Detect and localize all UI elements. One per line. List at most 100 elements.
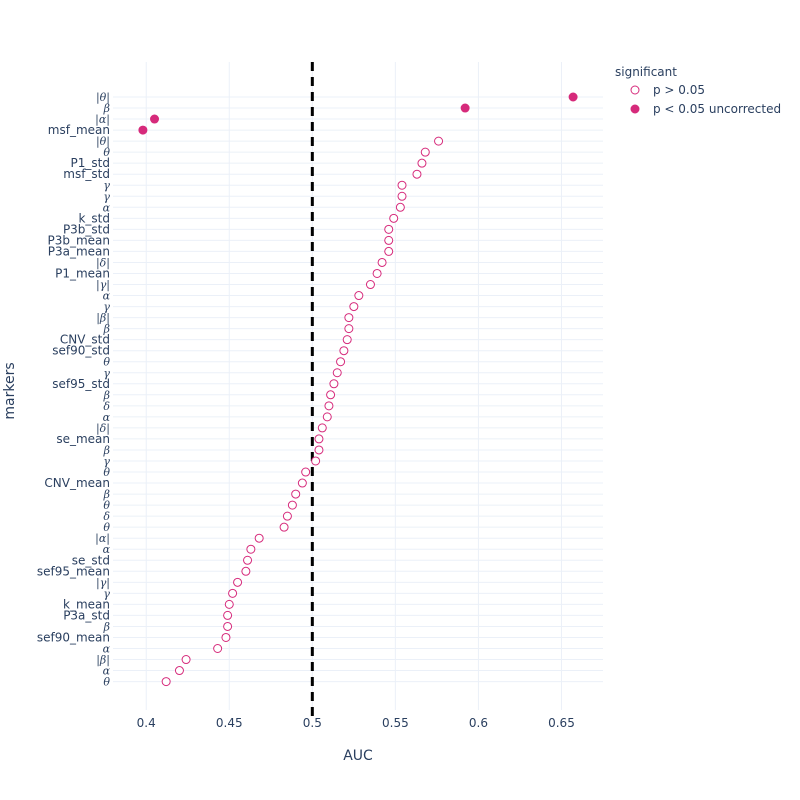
data-point (233, 577, 243, 587)
y-tick-label: β (103, 389, 110, 402)
data-point (336, 357, 346, 367)
y-tick-label: |β| (96, 654, 110, 668)
data-point (161, 677, 171, 687)
data-point (314, 434, 324, 444)
y-tick-label: |γ| (96, 576, 110, 590)
y-tick-label: |α| (95, 532, 110, 546)
y-tick-label: P3a_mean (48, 244, 110, 258)
y-tick-label: CNV_std (60, 333, 110, 347)
y-tick-label: δ (103, 400, 110, 413)
data-point (412, 169, 422, 179)
y-axis-tick-labels: |θ|β|α|msf_mean|θ|θP1_stdmsf_stdγγαk_std… (37, 91, 111, 689)
y-tick-label: se_std (72, 553, 110, 567)
y-tick-label: θ (103, 676, 110, 689)
y-tick-label: msf_std (63, 167, 110, 181)
y-tick-label: α (103, 643, 111, 656)
data-point (417, 158, 427, 168)
y-tick-label: |θ| (96, 91, 110, 105)
y-tick-label: δ (103, 510, 110, 523)
data-point (287, 500, 297, 510)
data-point (223, 610, 233, 620)
y-tick-label: α (103, 411, 111, 424)
legend-label: p > 0.05 (653, 83, 705, 97)
y-tick-label: θ (103, 356, 110, 369)
y-tick-label: θ (103, 499, 110, 512)
x-tick-label: 0.5 (303, 716, 322, 730)
data-point (384, 224, 394, 234)
data-point-significant (138, 125, 148, 135)
y-tick-label: γ (103, 301, 110, 314)
data-point (228, 588, 238, 598)
data-point (395, 202, 405, 212)
y-tick-label: |θ| (96, 135, 110, 149)
y-tick-label: CNV_mean (44, 476, 110, 490)
y-tick-label: γ (103, 455, 110, 468)
data-point (365, 280, 375, 290)
legend-entries[interactable]: p > 0.05 p < 0.05 uncorrected (630, 83, 781, 116)
y-tick-label: P3a_std (63, 608, 110, 622)
data-point (311, 456, 321, 466)
data-point (223, 621, 233, 631)
data-point (397, 180, 407, 190)
data-point (301, 467, 311, 477)
data-point (329, 379, 339, 389)
data-point (349, 302, 359, 312)
y-tick-label: α (103, 543, 111, 556)
data-point (344, 313, 354, 323)
legend[interactable]: significant p > 0.05 p < 0.05 uncorrected (615, 65, 781, 116)
y-tick-label: β (103, 102, 110, 115)
data-point (314, 445, 324, 455)
legend-marker-filled (630, 104, 640, 114)
data-point (324, 401, 334, 411)
data-point (243, 555, 253, 565)
x-axis-tick-labels: 0.4 0.45 0.5 0.55 0.6 0.65 (137, 716, 575, 730)
data-point (377, 257, 387, 267)
data-point (384, 235, 394, 245)
data-point (342, 335, 352, 345)
y-tick-label: sef95_mean (37, 564, 110, 578)
data-point (389, 213, 399, 223)
y-tick-label: |δ| (96, 422, 110, 436)
y-tick-label: sef95_std (52, 377, 110, 391)
data-point (322, 412, 332, 422)
data-point-significant (150, 114, 160, 124)
y-tick-label: sef90_std (52, 344, 110, 358)
legend-item[interactable]: p < 0.05 uncorrected (630, 102, 781, 116)
y-tick-label: k_mean (63, 597, 110, 611)
y-tick-label: se_mean (56, 432, 110, 446)
data-point (317, 423, 327, 433)
data-point (279, 522, 289, 532)
data-point (420, 147, 430, 157)
data-point (181, 655, 191, 665)
data-point (434, 136, 444, 146)
data-point-significant (568, 92, 578, 102)
y-tick-label: P1_mean (55, 266, 110, 280)
data-point (221, 632, 231, 642)
legend-item[interactable]: p > 0.05 (630, 83, 705, 97)
legend-marker-open (630, 85, 640, 95)
y-tick-label: P1_std (71, 156, 110, 170)
y-tick-label: γ (103, 179, 110, 192)
data-point (246, 544, 256, 554)
y-axis-title: markers (2, 362, 18, 419)
y-tick-label: β (103, 488, 110, 501)
x-tick-label: 0.45 (216, 716, 243, 730)
y-tick-label: θ (103, 521, 110, 534)
x-tick-label: 0.4 (137, 716, 156, 730)
data-point (344, 324, 354, 334)
x-tick-label: 0.6 (469, 716, 488, 730)
data-point (254, 533, 264, 543)
data-point (282, 511, 292, 521)
data-point (297, 478, 307, 488)
y-tick-label: γ (103, 367, 110, 380)
y-tick-label: msf_mean (48, 123, 110, 137)
data-point (326, 390, 336, 400)
y-tick-label: β (103, 323, 110, 336)
y-tick-label: |β| (96, 312, 110, 326)
legend-label: p < 0.05 uncorrected (653, 102, 781, 116)
y-tick-label: α (103, 201, 111, 214)
y-tick-label: β (103, 620, 110, 633)
data-points (138, 92, 578, 687)
y-tick-label: θ (103, 146, 110, 159)
